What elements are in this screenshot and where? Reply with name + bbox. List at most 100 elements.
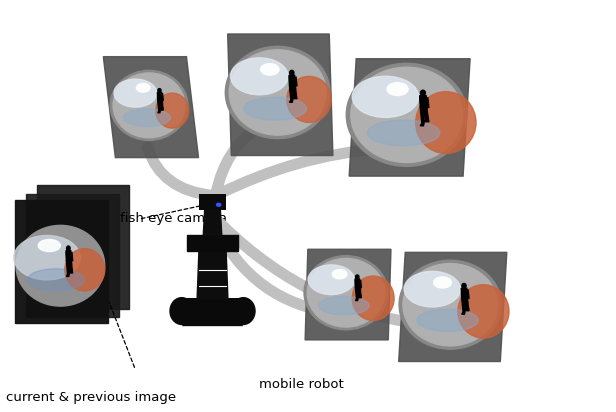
Ellipse shape bbox=[114, 79, 156, 107]
Polygon shape bbox=[355, 287, 358, 299]
Polygon shape bbox=[70, 271, 73, 273]
Polygon shape bbox=[15, 200, 108, 323]
Ellipse shape bbox=[318, 297, 369, 315]
FancyArrowPatch shape bbox=[218, 148, 378, 194]
Ellipse shape bbox=[462, 283, 466, 288]
Ellipse shape bbox=[304, 255, 388, 330]
Ellipse shape bbox=[170, 297, 193, 325]
Ellipse shape bbox=[113, 73, 185, 138]
FancyArrowPatch shape bbox=[211, 214, 421, 325]
Polygon shape bbox=[358, 287, 361, 296]
Bar bbox=[290, 87, 294, 91]
Ellipse shape bbox=[229, 50, 326, 135]
Polygon shape bbox=[67, 274, 69, 276]
Ellipse shape bbox=[355, 275, 359, 279]
Polygon shape bbox=[69, 260, 72, 271]
Ellipse shape bbox=[110, 70, 188, 140]
Bar bbox=[67, 262, 71, 265]
Polygon shape bbox=[359, 296, 362, 298]
Ellipse shape bbox=[417, 309, 479, 331]
Ellipse shape bbox=[27, 269, 85, 291]
FancyArrowPatch shape bbox=[216, 129, 256, 193]
Bar bbox=[463, 300, 467, 303]
Ellipse shape bbox=[67, 246, 70, 250]
Ellipse shape bbox=[404, 272, 460, 307]
Polygon shape bbox=[466, 308, 469, 311]
Polygon shape bbox=[305, 249, 391, 340]
Polygon shape bbox=[467, 290, 469, 298]
Ellipse shape bbox=[352, 276, 394, 321]
Polygon shape bbox=[420, 123, 424, 126]
Polygon shape bbox=[420, 107, 424, 123]
Polygon shape bbox=[355, 281, 357, 290]
Bar bbox=[421, 109, 426, 113]
Polygon shape bbox=[360, 281, 362, 288]
Polygon shape bbox=[71, 253, 73, 261]
Polygon shape bbox=[197, 249, 228, 299]
Ellipse shape bbox=[290, 70, 294, 75]
Ellipse shape bbox=[124, 109, 170, 126]
Text: current & previous image: current & previous image bbox=[6, 391, 176, 404]
Polygon shape bbox=[290, 100, 293, 102]
Polygon shape bbox=[158, 111, 160, 113]
Polygon shape bbox=[157, 92, 162, 100]
Ellipse shape bbox=[244, 97, 307, 120]
Polygon shape bbox=[161, 94, 163, 101]
Ellipse shape bbox=[367, 120, 440, 146]
FancyArrowPatch shape bbox=[211, 215, 326, 312]
Polygon shape bbox=[228, 34, 333, 155]
Polygon shape bbox=[290, 85, 293, 100]
Ellipse shape bbox=[387, 83, 408, 96]
Polygon shape bbox=[464, 298, 469, 308]
Ellipse shape bbox=[346, 63, 467, 166]
Polygon shape bbox=[426, 98, 429, 108]
Ellipse shape bbox=[416, 92, 476, 153]
Polygon shape bbox=[67, 253, 68, 263]
Ellipse shape bbox=[434, 277, 452, 288]
Polygon shape bbox=[66, 251, 71, 260]
Polygon shape bbox=[158, 100, 160, 111]
Ellipse shape bbox=[225, 46, 330, 138]
Polygon shape bbox=[103, 57, 198, 158]
Polygon shape bbox=[420, 98, 423, 110]
Ellipse shape bbox=[307, 258, 384, 327]
Polygon shape bbox=[355, 279, 360, 287]
Ellipse shape bbox=[230, 58, 288, 95]
Ellipse shape bbox=[308, 265, 354, 295]
Polygon shape bbox=[462, 312, 465, 314]
Polygon shape bbox=[203, 202, 222, 235]
Polygon shape bbox=[26, 194, 119, 317]
Polygon shape bbox=[355, 299, 358, 301]
Polygon shape bbox=[424, 119, 429, 122]
Text: mobile robot: mobile robot bbox=[259, 378, 344, 391]
Polygon shape bbox=[289, 75, 295, 85]
Polygon shape bbox=[423, 107, 428, 119]
Polygon shape bbox=[349, 59, 470, 176]
Polygon shape bbox=[462, 298, 465, 312]
Ellipse shape bbox=[287, 76, 331, 122]
Ellipse shape bbox=[65, 248, 105, 291]
Bar bbox=[356, 288, 360, 291]
Ellipse shape bbox=[351, 67, 463, 162]
Polygon shape bbox=[294, 77, 297, 86]
Polygon shape bbox=[293, 96, 297, 99]
Ellipse shape bbox=[421, 90, 426, 96]
Ellipse shape bbox=[156, 93, 188, 128]
Ellipse shape bbox=[399, 260, 501, 349]
Polygon shape bbox=[292, 85, 296, 96]
Polygon shape bbox=[158, 94, 160, 103]
Polygon shape bbox=[161, 108, 163, 110]
Bar bbox=[158, 101, 161, 104]
Polygon shape bbox=[399, 252, 507, 362]
Ellipse shape bbox=[403, 264, 498, 346]
Polygon shape bbox=[160, 100, 163, 108]
Polygon shape bbox=[290, 77, 292, 89]
Polygon shape bbox=[419, 96, 427, 107]
Ellipse shape bbox=[217, 204, 221, 206]
Ellipse shape bbox=[333, 269, 347, 279]
Text: fish eye camera: fish eye camera bbox=[120, 211, 227, 225]
Ellipse shape bbox=[158, 89, 161, 92]
Ellipse shape bbox=[14, 236, 80, 280]
FancyArrowPatch shape bbox=[147, 147, 213, 195]
Ellipse shape bbox=[458, 285, 509, 338]
